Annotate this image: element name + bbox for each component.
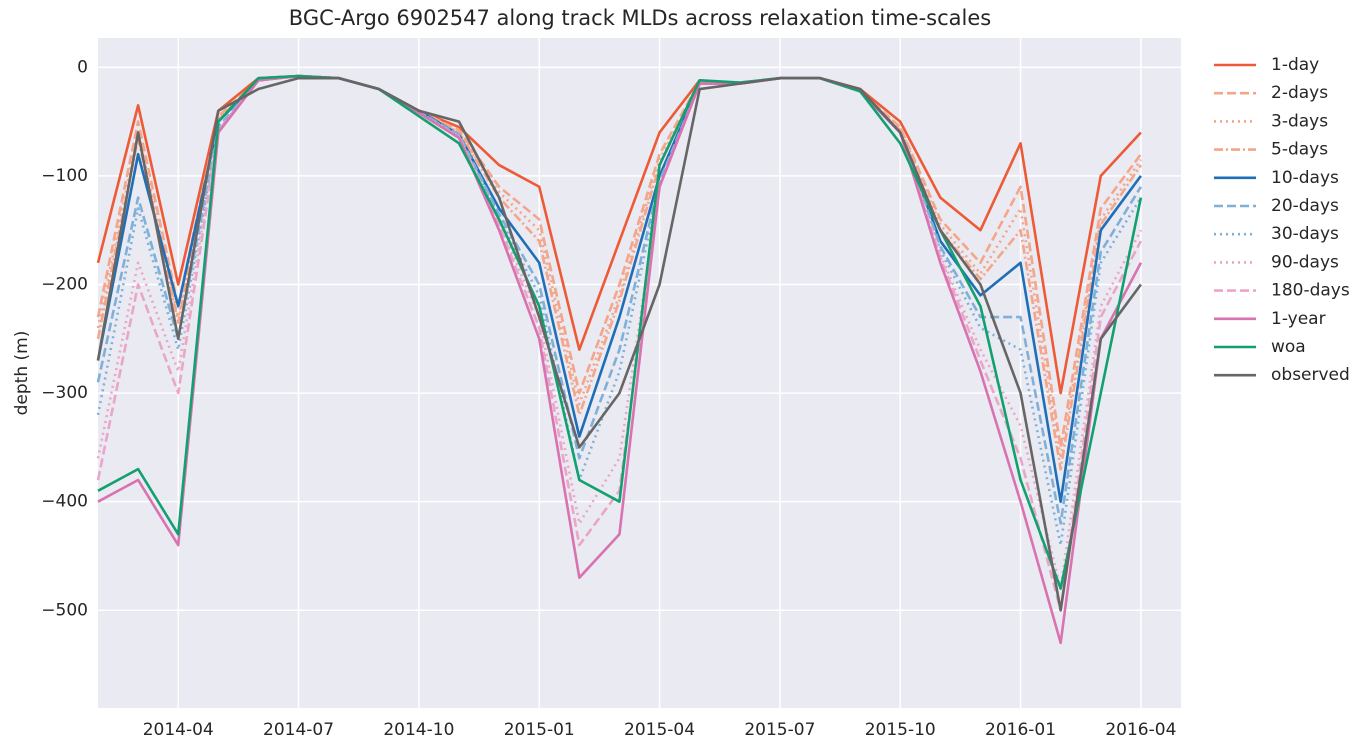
y-tick-label: −300 — [41, 383, 88, 403]
legend-label: 5-days — [1271, 140, 1328, 160]
x-tick-label: 2015-01 — [504, 720, 575, 740]
chart-title: BGC-Argo 6902547 along track MLDs across… — [289, 6, 991, 30]
x-tick-label: 2014-04 — [143, 720, 214, 740]
x-tick-label: 2014-07 — [263, 720, 334, 740]
series-line — [96, 76, 1142, 612]
legend-label: 3-days — [1271, 111, 1328, 131]
legend-label: 30-days — [1271, 224, 1339, 244]
series-line — [97, 74, 1143, 645]
x-tick-label: 2016-01 — [985, 720, 1056, 740]
y-tick-label: −200 — [41, 274, 88, 294]
y-tick-label: −400 — [41, 492, 88, 512]
x-tick-label: 2015-04 — [624, 720, 695, 740]
y-tick-label: −500 — [41, 600, 88, 620]
x-tick-label: 2014-10 — [383, 720, 454, 740]
plot-area — [98, 38, 1181, 708]
legend-label: 1-day — [1271, 55, 1319, 75]
series-line — [96, 74, 1142, 449]
legend-label: 2-days — [1271, 83, 1328, 103]
legend-label: observed — [1271, 365, 1350, 385]
legend-label: 180-days — [1271, 281, 1350, 301]
legend-label: 1-year — [1271, 309, 1326, 329]
y-axis-label: depth (m) — [12, 331, 32, 416]
y-tick-label: 0 — [77, 57, 88, 77]
legend-label: 90-days — [1271, 252, 1339, 272]
legend-label: 20-days — [1271, 196, 1339, 216]
y-tick-label: −100 — [41, 166, 88, 186]
legend-label: woa — [1271, 337, 1306, 357]
x-tick-label: 2016-04 — [1105, 720, 1176, 740]
x-tick-label: 2015-07 — [744, 720, 815, 740]
series-line — [97, 74, 1143, 590]
x-tick-label: 2015-10 — [865, 720, 936, 740]
legend-label: 10-days — [1271, 168, 1339, 188]
